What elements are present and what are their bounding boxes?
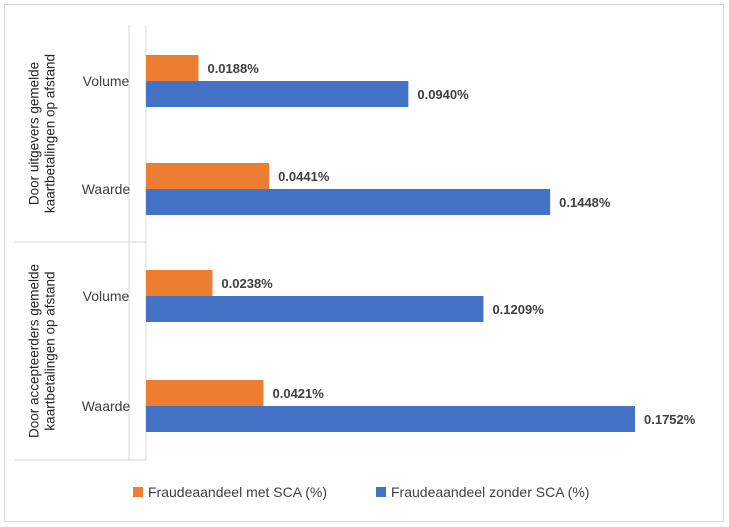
data-label: 0.1209% <box>492 302 544 317</box>
axis-layer: Door uitgevers gemeldekaartbetalingen op… <box>15 25 147 461</box>
bar <box>146 380 264 406</box>
category-label: Waarde <box>82 181 131 197</box>
category-label: Volume <box>83 288 130 304</box>
group-label-line: kaartbetalingen op afstand <box>42 54 57 213</box>
legend-label: Fraudeaandeel met SCA (%) <box>148 484 327 500</box>
category-label: Volume <box>83 73 130 89</box>
label-layer: 0.0188% 0.0441% 0.0238% 0.0421% 0.0940% 0.144… <box>207 61 695 427</box>
legend-swatch <box>133 487 143 497</box>
bar <box>146 163 270 189</box>
group-label: Door accepteerders gemeldekaartbetalinge… <box>26 264 57 438</box>
category-label: Waarde <box>82 398 131 414</box>
chart: Door uitgevers gemeldekaartbetalingen op… <box>15 25 696 500</box>
data-label: 0.0441% <box>278 169 330 184</box>
data-label: 0.1752% <box>644 412 696 427</box>
legend: Fraudeaandeel met SCA (%) Fraudeaandeel z… <box>133 484 589 500</box>
bar <box>146 406 635 432</box>
legend-swatch <box>376 487 386 497</box>
data-label: 0.0421% <box>273 386 325 401</box>
data-label: 0.0238% <box>221 276 273 291</box>
bar <box>146 55 199 81</box>
group-label-line: Door accepteerders gemelde <box>26 264 41 438</box>
bar-layer <box>146 55 635 432</box>
group-label-line: kaartbetalingen op afstand <box>42 271 57 430</box>
data-label: 0.0188% <box>207 61 259 76</box>
group-label: Door uitgevers gemeldekaartbetalingen op… <box>26 54 57 213</box>
bar <box>146 81 409 107</box>
data-label: 0.1448% <box>559 195 611 210</box>
bar <box>146 270 213 296</box>
legend-label: Fraudeaandeel zonder SCA (%) <box>391 484 589 500</box>
bar <box>146 296 484 322</box>
data-label: 0.0940% <box>417 87 469 102</box>
bar <box>146 189 551 215</box>
group-label-line: Door uitgevers gemelde <box>26 62 41 205</box>
chart-frame: Door uitgevers gemeldekaartbetalingen op… <box>4 4 724 522</box>
